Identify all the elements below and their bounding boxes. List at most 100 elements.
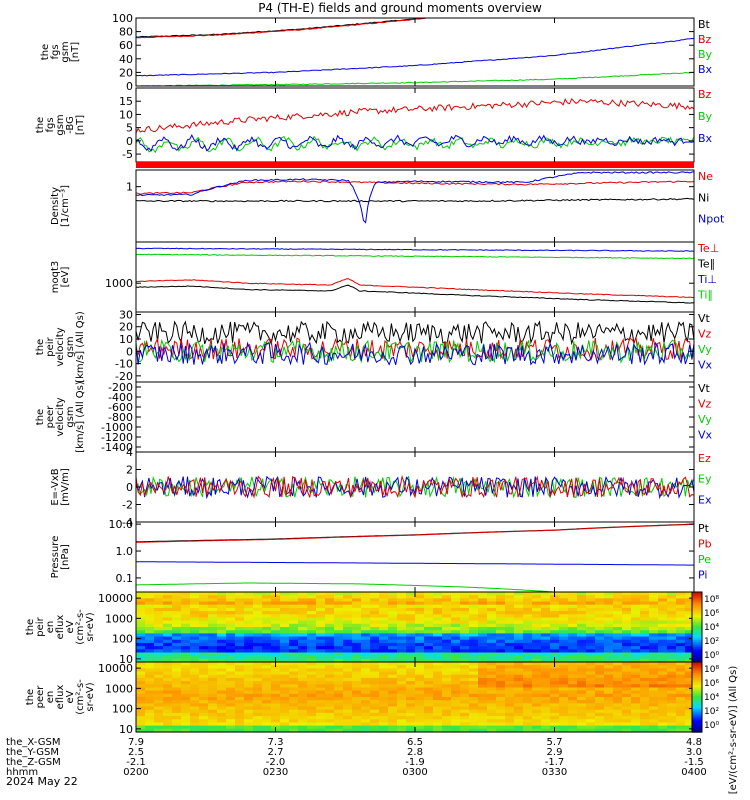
spectrogram-cell: [469, 623, 479, 628]
spectrogram-cell: [208, 607, 218, 612]
spectrogram-cell: [190, 636, 200, 641]
spectrogram-cell: [343, 617, 353, 622]
spectrogram-cell: [172, 671, 182, 676]
spectrogram-cell: [631, 607, 641, 612]
spectrogram-cell: [667, 687, 677, 692]
spectrogram-cell: [595, 614, 605, 619]
spectrogram-cell: [415, 725, 425, 730]
spectrogram-cell: [352, 703, 362, 708]
spectrogram-cell: [568, 706, 578, 711]
spectrogram-cell: [586, 706, 596, 711]
spectrogram-cell: [199, 722, 209, 727]
spectrogram-cell: [424, 639, 434, 644]
spectrogram-cell: [469, 639, 479, 644]
spectrogram-cell: [505, 623, 515, 628]
spectrogram-cell: [406, 725, 416, 730]
spectrogram-cell: [442, 716, 452, 720]
spectrogram-cell: [325, 623, 335, 628]
spectrogram-cell: [541, 725, 551, 730]
spectrogram-cell: [604, 671, 614, 676]
spectrogram-cell: [316, 697, 326, 701]
spectrogram-cell: [532, 633, 542, 638]
spectrogram-cell: [136, 709, 146, 714]
spectrogram-cell: [334, 697, 344, 701]
spectrogram-cell: [541, 674, 551, 679]
spectrogram-cell: [163, 662, 173, 666]
spectrogram-cell: [352, 725, 362, 730]
spectrogram-cell: [505, 617, 515, 622]
spectrogram-cell: [244, 703, 254, 708]
spectrogram-cell: [595, 665, 605, 669]
spectrogram-cell: [361, 636, 371, 641]
spectrogram-cell: [199, 607, 209, 612]
spectrogram-cell: [550, 620, 560, 625]
spectrogram-cell: [136, 611, 146, 615]
spectrogram-cell: [415, 671, 425, 676]
spectrogram-cell: [271, 617, 281, 622]
spectrogram-cell: [406, 611, 416, 615]
spectrogram-cell: [532, 592, 542, 596]
spectrogram-cell: [550, 611, 560, 615]
spectrogram-cell: [235, 722, 245, 727]
legend-entry: Pt: [698, 522, 710, 535]
spectrogram-cell: [568, 649, 578, 654]
spectrogram-cell: [280, 728, 290, 733]
spectrogram-cell: [181, 700, 191, 704]
spectrogram-cell: [487, 671, 497, 676]
y-tick-label: -600: [108, 401, 133, 414]
spectrogram-cell: [334, 627, 344, 631]
spectrogram-cell: [208, 719, 218, 724]
spectrogram-cell: [559, 700, 569, 704]
colorbar-segment: [692, 725, 702, 728]
spectrogram-cell: [649, 633, 659, 638]
spectrogram-cell: [361, 690, 371, 695]
spectrogram-cell: [631, 592, 641, 596]
spectrogram-cell: [622, 662, 632, 666]
spectrogram-cell: [271, 639, 281, 644]
y-axis-label-line: [km/s] (All Qs): [75, 381, 86, 453]
spectrogram-cell: [253, 709, 263, 714]
spectrogram-cell: [334, 623, 344, 628]
spectrogram-cell: [181, 592, 191, 596]
spectrogram-cell: [136, 649, 146, 654]
colorbar-segment: [692, 676, 702, 679]
series-line-Vt: [135, 320, 695, 346]
spectrogram-cell: [199, 614, 209, 619]
spectrogram-cell: [577, 614, 587, 619]
spectrogram-cell: [388, 620, 398, 625]
spectrogram-cell: [343, 722, 353, 727]
spectrogram-cell: [469, 595, 479, 599]
spectrogram-cell: [568, 642, 578, 647]
spectrogram-cell: [658, 719, 668, 724]
spectrogram-cell: [289, 668, 299, 673]
spectrogram-cell: [595, 652, 605, 657]
spectrogram-cell: [532, 601, 542, 606]
spectrogram-cell: [613, 709, 623, 714]
spectrogram-cell: [190, 592, 200, 596]
spectrogram-cell: [622, 706, 632, 711]
spectrogram-cell: [262, 642, 272, 647]
spectrogram-cell: [622, 652, 632, 657]
spectrogram-cell: [586, 655, 596, 660]
spectrogram-cell: [586, 681, 596, 685]
spectrogram-cell: [631, 617, 641, 622]
spectrogram-cell: [262, 703, 272, 708]
spectrogram-cell: [163, 636, 173, 641]
spectrogram-cell: [334, 690, 344, 695]
spectrogram-cell: [136, 722, 146, 727]
spectrogram-cell: [487, 607, 497, 612]
spectrogram-cell: [613, 728, 623, 733]
spectrogram-cell: [460, 617, 470, 622]
spectrogram-cell: [406, 649, 416, 654]
spectrogram-cell: [298, 719, 308, 724]
spectrogram-cell: [280, 700, 290, 704]
spectrogram-cell: [424, 712, 434, 717]
spectrogram-cell: [604, 703, 614, 708]
spectrogram-cell: [541, 623, 551, 628]
spectrogram-cell: [325, 601, 335, 606]
spectrogram-cell: [595, 611, 605, 615]
spectrogram-cell: [640, 681, 650, 685]
spectrogram-cell: [361, 684, 371, 689]
spectrogram-cell: [577, 716, 587, 720]
